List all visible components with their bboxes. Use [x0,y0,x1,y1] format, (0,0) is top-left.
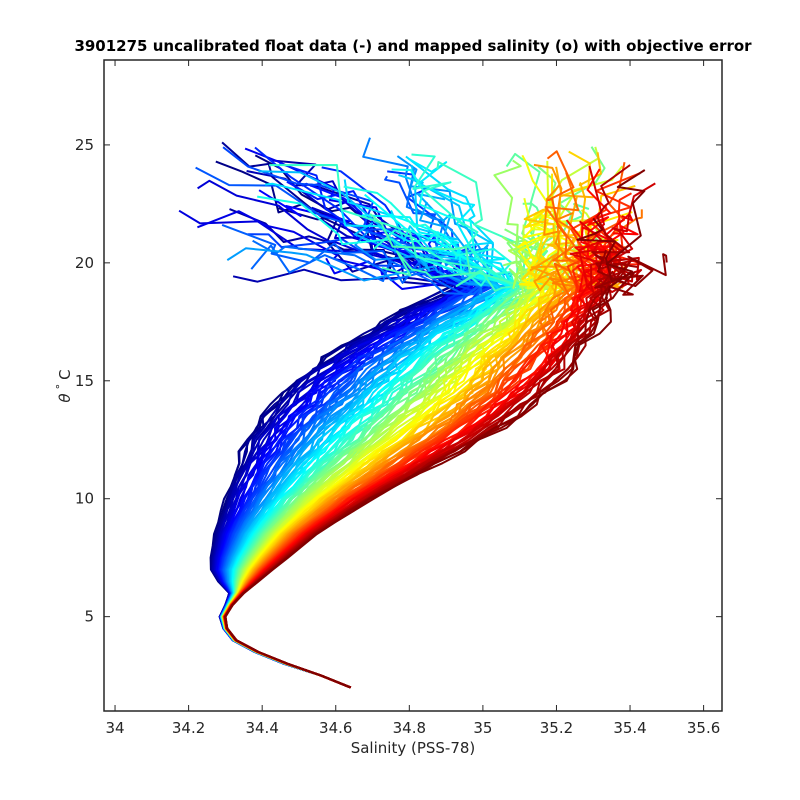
axes-box [103,59,723,712]
profiles-layer [178,137,668,689]
y-axis-label-symbol: θ [56,393,74,402]
y-tick-label: 20 [75,254,94,272]
x-tick-label: 34.8 [393,719,426,737]
y-axis-label-degree: ° [54,384,67,390]
profile-line [224,169,646,689]
x-tick-label: 35.6 [687,719,720,737]
y-tick-label: 10 [75,490,94,508]
x-tick-label: 34.4 [245,719,278,737]
x-tick-label: 35.4 [613,719,646,737]
x-axis-label: Salinity (PSS-78) [351,739,476,757]
ticks-layer: 34 34.2 34.4 34.6 34.8 35 35.2 35.4 35.6 5 10 15 20 2… [75,60,722,737]
y-axis-label: θ ° C [54,369,74,402]
y-axis-label-unit: C [56,369,74,379]
x-tick-label: 35 [473,719,492,737]
x-tick-label: 34 [105,719,124,737]
y-tick-label: 5 [84,608,94,626]
y-tick-label: 25 [75,136,94,154]
x-tick-label: 35.2 [540,719,573,737]
x-tick-label: 34.6 [319,719,352,737]
svg-text:θ°C: θ ° C [54,369,74,402]
chart-title: 3901275 uncalibrated float data (-) and … [74,37,752,55]
y-tick-label: 15 [75,372,94,390]
x-tick-label: 34.2 [172,719,205,737]
